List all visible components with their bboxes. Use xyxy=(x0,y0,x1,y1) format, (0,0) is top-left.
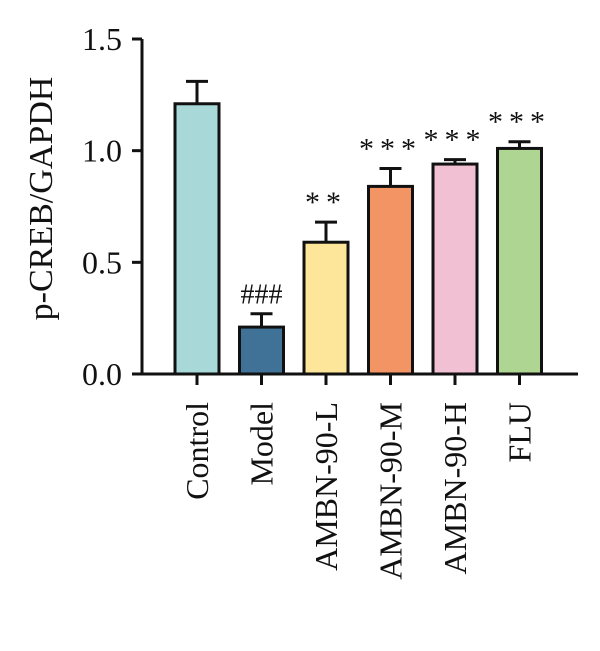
significance-label: ** xyxy=(305,186,347,219)
bar-ambn-90-m xyxy=(367,184,414,376)
significance-label: ### xyxy=(241,280,283,311)
y-tick-label: 1.5 xyxy=(82,21,122,57)
y-tick-label: 0.5 xyxy=(82,244,122,280)
significance-label: *** xyxy=(359,133,422,166)
significance-label: *** xyxy=(424,124,487,157)
significance-annotations: ###***** ****** xyxy=(241,106,551,311)
bar-ambn-90-h xyxy=(431,162,479,376)
y-tick-label: 0.0 xyxy=(82,356,122,392)
x-tick-label: Control xyxy=(179,402,215,500)
x-tick-label: FLU xyxy=(502,402,538,462)
x-tick-label: AMBN-90-L xyxy=(308,402,344,571)
x-tick-labels: Control Model AMBN-90-L AMBN-90-M AMBN-90-H F… xyxy=(179,374,538,580)
y-tick-label: 1.0 xyxy=(82,133,122,169)
y-axis-label: p-CREB/GAPDH xyxy=(23,77,60,321)
error-bars xyxy=(186,79,531,328)
bar-control xyxy=(173,102,221,376)
x-tick-label: AMBN-90-H xyxy=(437,402,473,574)
bar-flu xyxy=(496,146,543,376)
bar-model xyxy=(238,325,285,376)
y-ticks: 0.0 0.5 1.0 1.5 xyxy=(82,21,142,392)
bar-ambn-90-l xyxy=(302,240,350,376)
x-tick-label: Model xyxy=(244,402,280,486)
x-tick-label: AMBN-90-M xyxy=(373,402,409,580)
significance-label: *** xyxy=(488,106,551,139)
